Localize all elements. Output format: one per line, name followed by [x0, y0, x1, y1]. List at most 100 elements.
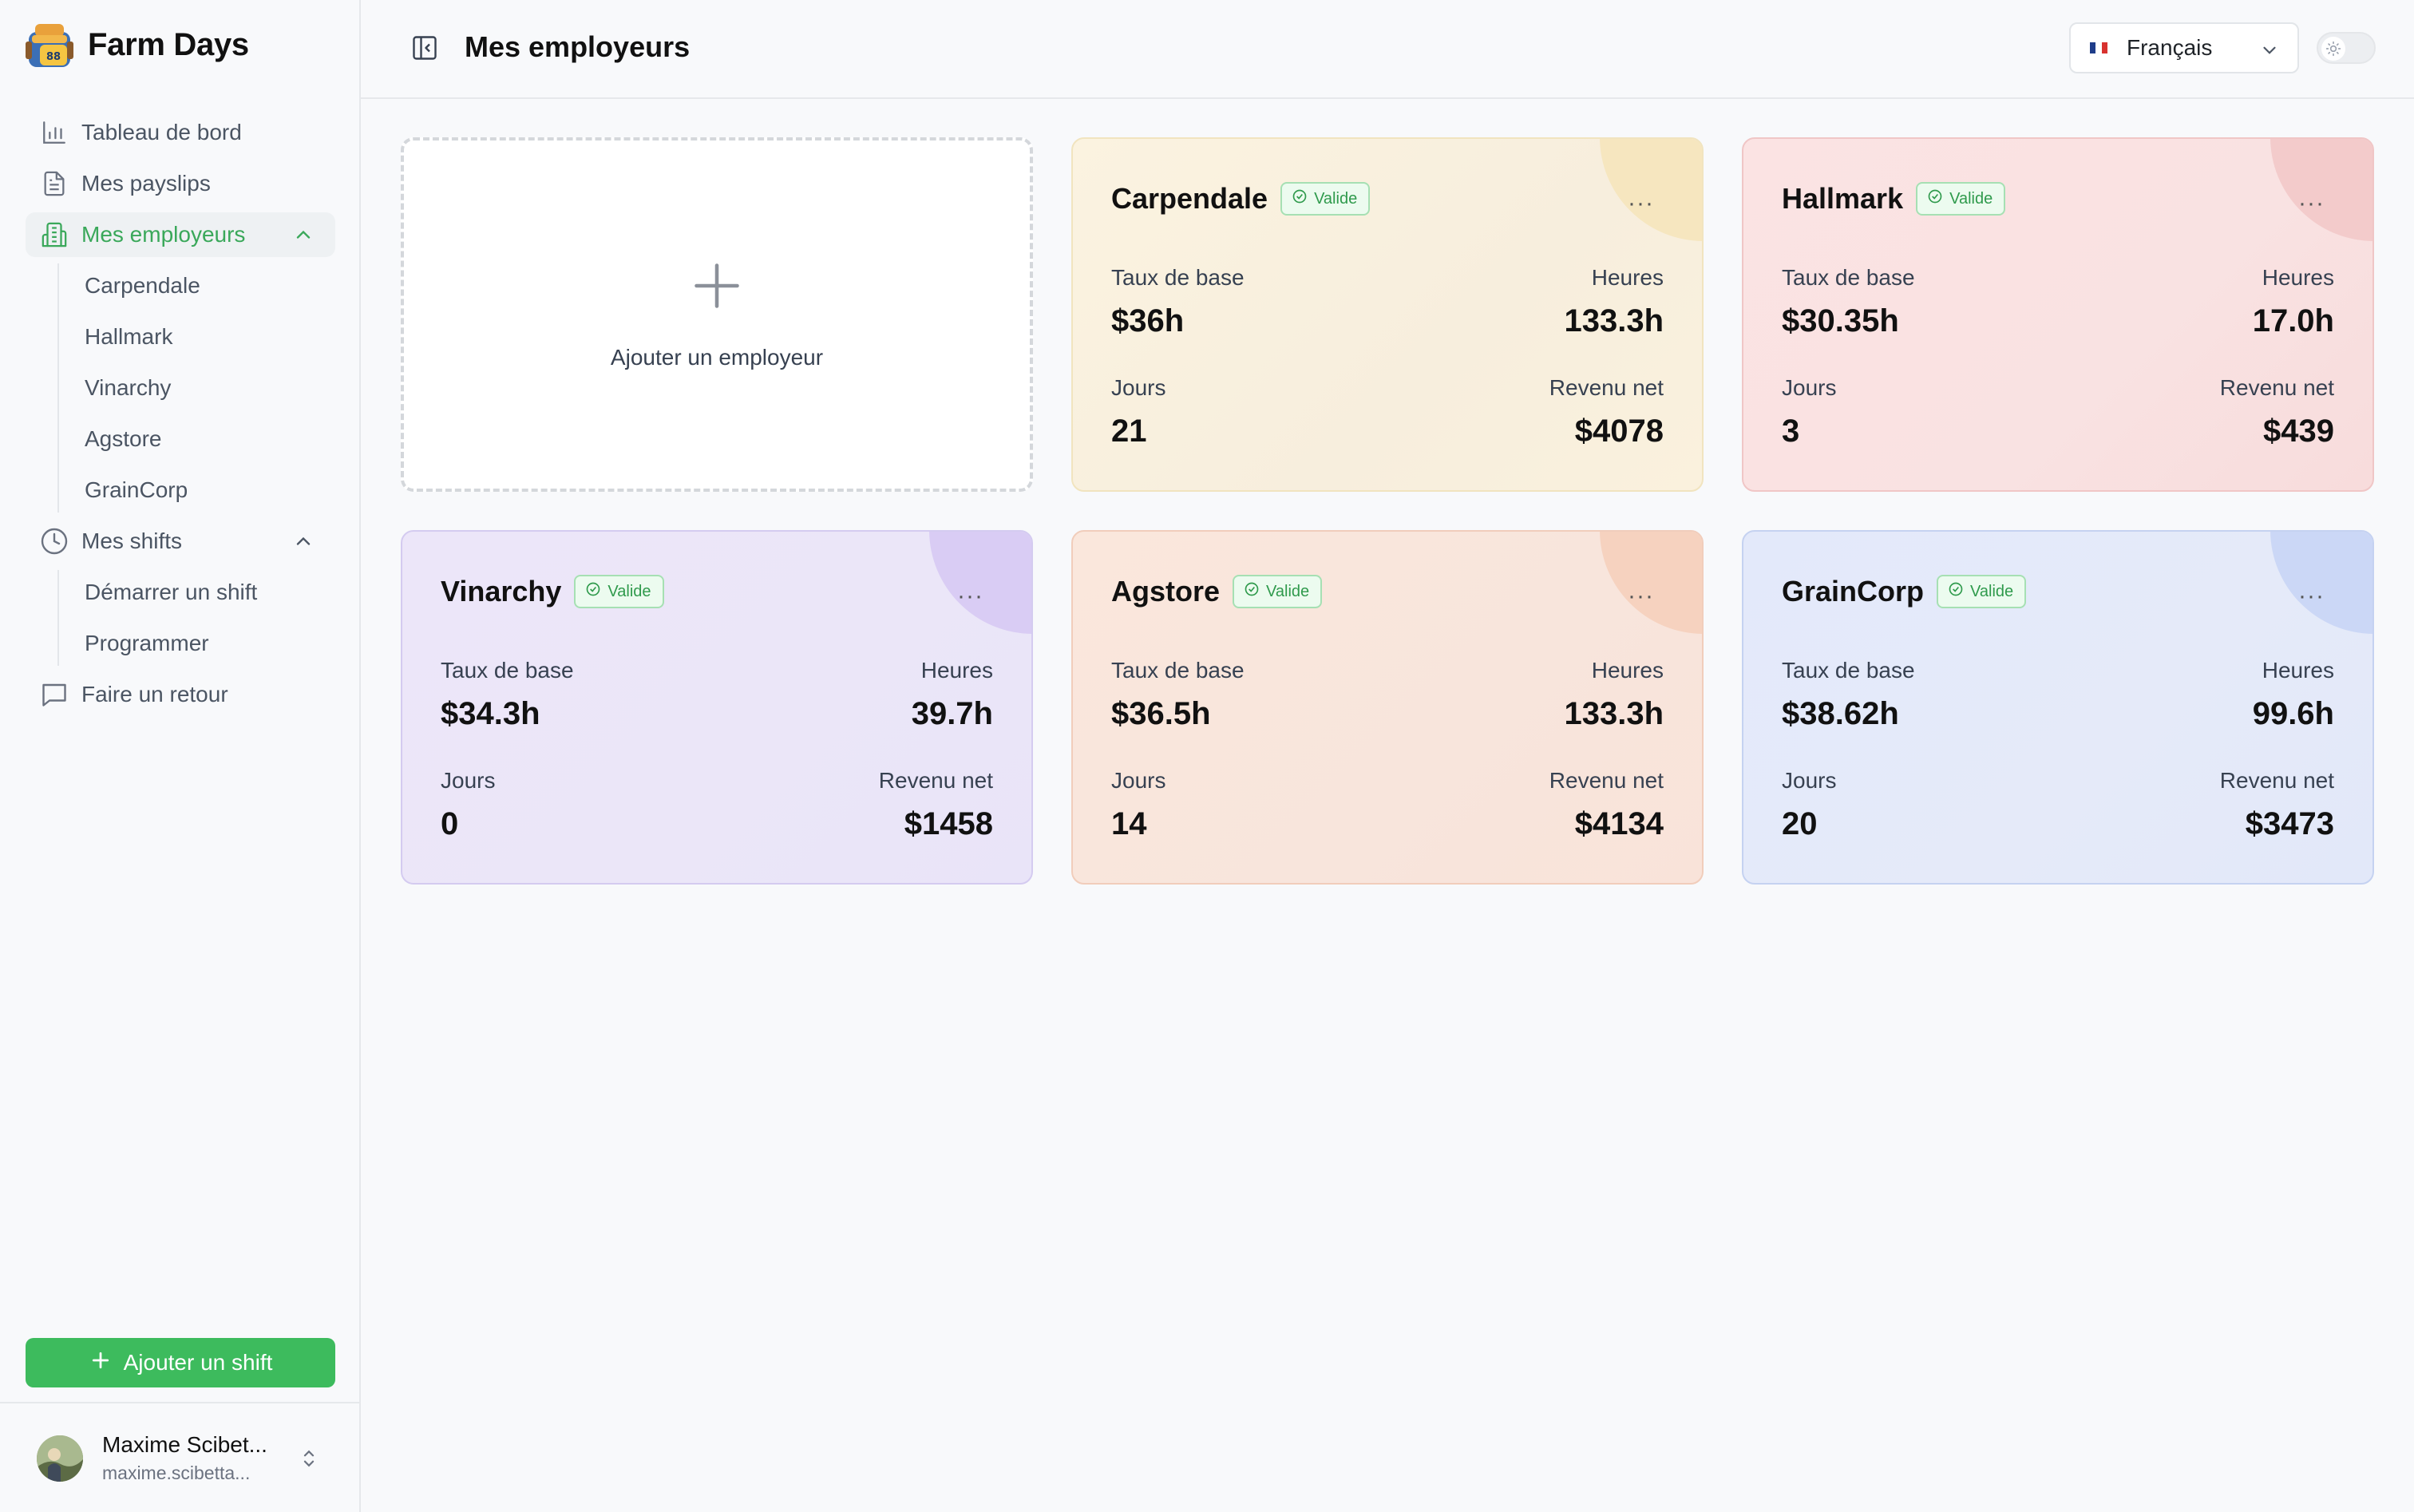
theme-toggle[interactable] [2317, 32, 2376, 64]
days-label: Jours [441, 768, 496, 793]
net-income-value: $4078 [1574, 414, 1664, 449]
status-badge: Valide [1937, 575, 2027, 608]
days-value: 3 [1782, 414, 1800, 449]
more-options-icon[interactable]: ··· [1628, 190, 1654, 216]
days-label: Jours [1111, 375, 1166, 400]
sidebar-subitem-agstore[interactable]: Agstore [85, 426, 162, 451]
user-name: Maxime Scibet... [102, 1432, 267, 1457]
hours-value: 133.3h [1564, 696, 1664, 731]
more-options-icon[interactable]: ··· [1628, 583, 1654, 609]
add-shift-button[interactable]: Ajouter un shift [26, 1338, 335, 1387]
status-badge: Valide [1233, 575, 1323, 608]
hours-label: Heures [2262, 265, 2334, 290]
more-options-icon[interactable]: ··· [2298, 190, 2325, 216]
clock-icon [40, 527, 69, 556]
employer-header: Vinarchy Valide [441, 575, 664, 608]
sidebar-subitem-schedule[interactable]: Programmer [85, 631, 209, 655]
plus-icon [89, 1348, 113, 1378]
status-badge: Valide [1280, 182, 1371, 216]
card-decoration [2270, 139, 2372, 241]
add-shift-label: Ajouter un shift [123, 1350, 273, 1375]
days-label: Jours [1782, 375, 1837, 400]
user-menu[interactable]: Maxime Scibet... maxime.scibetta... [0, 1402, 359, 1512]
check-circle-icon [585, 581, 601, 602]
sidebar-subitem-vinarchy[interactable]: Vinarchy [85, 375, 172, 400]
base-rate-value: $30.35h [1782, 303, 1899, 338]
brand-name: Farm Days [88, 26, 249, 62]
sidebar-item-label: Mes payslips [81, 171, 211, 196]
employer-header: Hallmark Valide [1782, 182, 2006, 216]
message-icon [40, 680, 69, 709]
sidebar-item-feedback[interactable]: Faire un retour [26, 672, 335, 717]
hours-label: Heures [920, 658, 993, 683]
add-employer-label: Ajouter un employeur [610, 345, 824, 370]
base-rate-value: $36h [1111, 303, 1185, 338]
plus-icon [690, 259, 744, 313]
card-decoration [1600, 139, 1702, 241]
employer-header: Agstore Valide [1111, 575, 1323, 608]
base-rate-label: Taux de base [1782, 658, 1915, 683]
employer-card[interactable]: GrainCorp Valide ··· Taux de base Heures… [1742, 530, 2374, 885]
base-rate-label: Taux de base [441, 658, 574, 683]
sidebar-item-employers[interactable]: Mes employeurs [26, 212, 335, 257]
avatar [37, 1435, 83, 1482]
employer-name: Carpendale [1111, 182, 1268, 215]
check-circle-icon [1244, 581, 1260, 602]
card-decoration [2270, 532, 2372, 634]
base-rate-value: $36.5h [1111, 696, 1211, 731]
sidebar-item-label: Faire un retour [81, 682, 228, 707]
days-value: 20 [1782, 806, 1818, 841]
net-income-value: $4134 [1574, 806, 1664, 841]
chevron-up-down-icon[interactable] [297, 1445, 321, 1476]
main-content: Mes employeurs Français [361, 0, 2414, 1512]
days-label: Jours [1782, 768, 1837, 793]
hours-value: 39.7h [911, 696, 993, 731]
add-employer-card[interactable]: Ajouter un employeur [401, 137, 1033, 492]
shifts-submenu: Démarrer un shift Programmer [57, 570, 335, 666]
sidebar-subitem-start-shift[interactable]: Démarrer un shift [85, 580, 258, 604]
status-badge: Valide [574, 575, 664, 608]
sidebar-subitem-graincorp[interactable]: GrainCorp [85, 477, 188, 502]
more-options-icon[interactable]: ··· [2298, 583, 2325, 609]
days-value: 21 [1111, 414, 1147, 449]
net-income-label: Revenu net [2219, 768, 2334, 793]
document-icon [40, 169, 69, 198]
sidebar-item-shifts[interactable]: Mes shifts [26, 519, 335, 564]
sidebar-toggle-icon[interactable] [410, 34, 439, 62]
check-circle-icon [1927, 188, 1943, 209]
employer-header: GrainCorp Valide [1782, 575, 2027, 608]
base-rate-value: $34.3h [441, 696, 540, 731]
sidebar-item-payslips[interactable]: Mes payslips [26, 161, 335, 206]
building-icon [40, 220, 69, 249]
hours-value: 99.6h [2252, 696, 2334, 731]
user-email: maxime.scibetta... [102, 1463, 251, 1483]
sidebar-subitem-hallmark[interactable]: Hallmark [85, 324, 173, 349]
card-decoration [1600, 532, 1702, 634]
employer-card[interactable]: Hallmark Valide ··· Taux de base Heures … [1742, 137, 2374, 492]
hours-value: 133.3h [1564, 303, 1664, 338]
employer-card[interactable]: Carpendale Valide ··· Taux de base Heure… [1071, 137, 1704, 492]
employer-card[interactable]: Agstore Valide ··· Taux de base Heures $… [1071, 530, 1704, 885]
employer-header: Carpendale Valide [1111, 182, 1371, 216]
sidebar-item-label: Tableau de bord [81, 120, 242, 144]
employer-card[interactable]: Vinarchy Valide ··· Taux de base Heures … [401, 530, 1033, 885]
language-select[interactable]: Français [2069, 22, 2299, 73]
days-label: Jours [1111, 768, 1166, 793]
check-circle-icon [1948, 581, 1964, 602]
net-income-value: $439 [2263, 414, 2334, 449]
hours-label: Heures [1591, 265, 1664, 290]
sidebar: 88 Farm Days Tableau de bord Mes payslip… [0, 0, 361, 1512]
more-options-icon[interactable]: ··· [957, 583, 983, 609]
chevron-up-icon[interactable] [292, 224, 315, 246]
brand[interactable]: 88 Farm Days [24, 21, 249, 69]
card-decoration [929, 532, 1031, 634]
language-value: Français [2127, 35, 2213, 60]
chevron-up-icon[interactable] [292, 530, 315, 552]
employer-name: Agstore [1111, 575, 1221, 608]
sidebar-subitem-carpendale[interactable]: Carpendale [85, 273, 200, 298]
sidebar-item-dashboard[interactable]: Tableau de bord [26, 110, 335, 155]
net-income-label: Revenu net [878, 768, 993, 793]
net-income-value: $3473 [2245, 806, 2334, 841]
check-circle-icon [1292, 188, 1308, 209]
